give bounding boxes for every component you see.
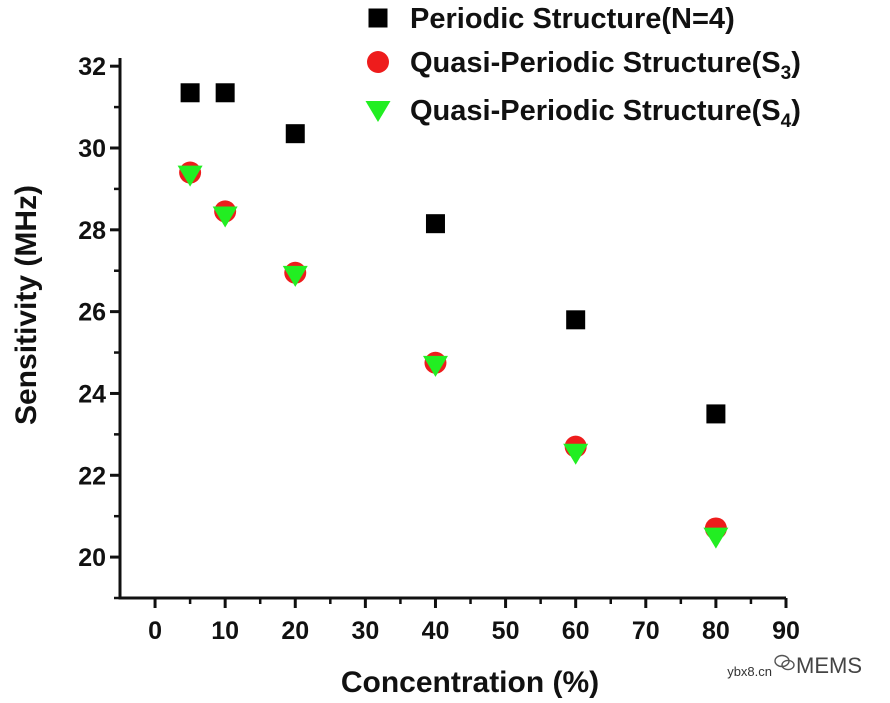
ticks: 0 10 20 30 40 50 60 70 80 90 20 22 24 26 28 30 32 — [78, 53, 800, 645]
watermark-site: ybx8.cn — [727, 664, 772, 679]
y-tick-label: 32 — [78, 53, 106, 81]
legend-marker-series-1 — [368, 8, 388, 28]
data-point-series-1 — [285, 124, 305, 144]
watermark-brand: MEMS — [796, 653, 862, 678]
data-point-series-1 — [215, 83, 235, 103]
data-point-series-3 — [703, 527, 729, 549]
x-tick-label: 60 — [562, 617, 590, 645]
legend-marker-series-3 — [365, 101, 391, 122]
legend-label-series-1: Periodic Structure(N=4) — [410, 3, 735, 35]
legend-label-series-3: Quasi-Periodic Structure(S4) — [410, 95, 801, 132]
y-tick-label: 24 — [78, 380, 106, 408]
data-point-series-1 — [180, 83, 200, 103]
x-tick-label: 80 — [702, 617, 730, 645]
legend-label-series-2: Quasi-Periodic Structure(S3) — [410, 47, 801, 84]
x-axis-title: Concentration (%) — [341, 666, 599, 699]
data-point-series-1 — [425, 214, 445, 234]
y-tick-label: 26 — [78, 299, 106, 327]
data-point-series-3 — [177, 165, 203, 187]
legend-marker-series-2 — [367, 51, 389, 73]
x-tick-label: 70 — [632, 617, 660, 645]
y-tick-label: 22 — [78, 462, 106, 490]
x-tick-label: 20 — [281, 617, 309, 645]
x-tick-label: 0 — [148, 617, 162, 645]
x-tick-label: 40 — [422, 617, 450, 645]
legend: Periodic Structure(N=4) Quasi-Periodic St… — [365, 3, 801, 132]
x-tick-label: 50 — [492, 617, 520, 645]
data-point-series-3 — [212, 206, 238, 228]
wechat-icon — [774, 654, 795, 671]
y-axis-title: Sensitivity (MHz) — [10, 185, 43, 425]
data-point-series-3 — [282, 265, 308, 287]
y-tick-label: 20 — [78, 544, 106, 572]
x-tick-label: 10 — [211, 617, 239, 645]
axes — [118, 58, 786, 600]
y-tick-label: 30 — [78, 135, 106, 163]
x-tick-label: 90 — [772, 617, 800, 645]
data-point-series-3 — [563, 443, 589, 465]
data-point-series-3 — [422, 355, 448, 377]
data-points — [177, 83, 729, 549]
data-point-series-1 — [566, 310, 586, 330]
y-tick-label: 28 — [78, 217, 106, 245]
x-tick-label: 30 — [351, 617, 379, 645]
data-point-series-1 — [706, 404, 726, 424]
